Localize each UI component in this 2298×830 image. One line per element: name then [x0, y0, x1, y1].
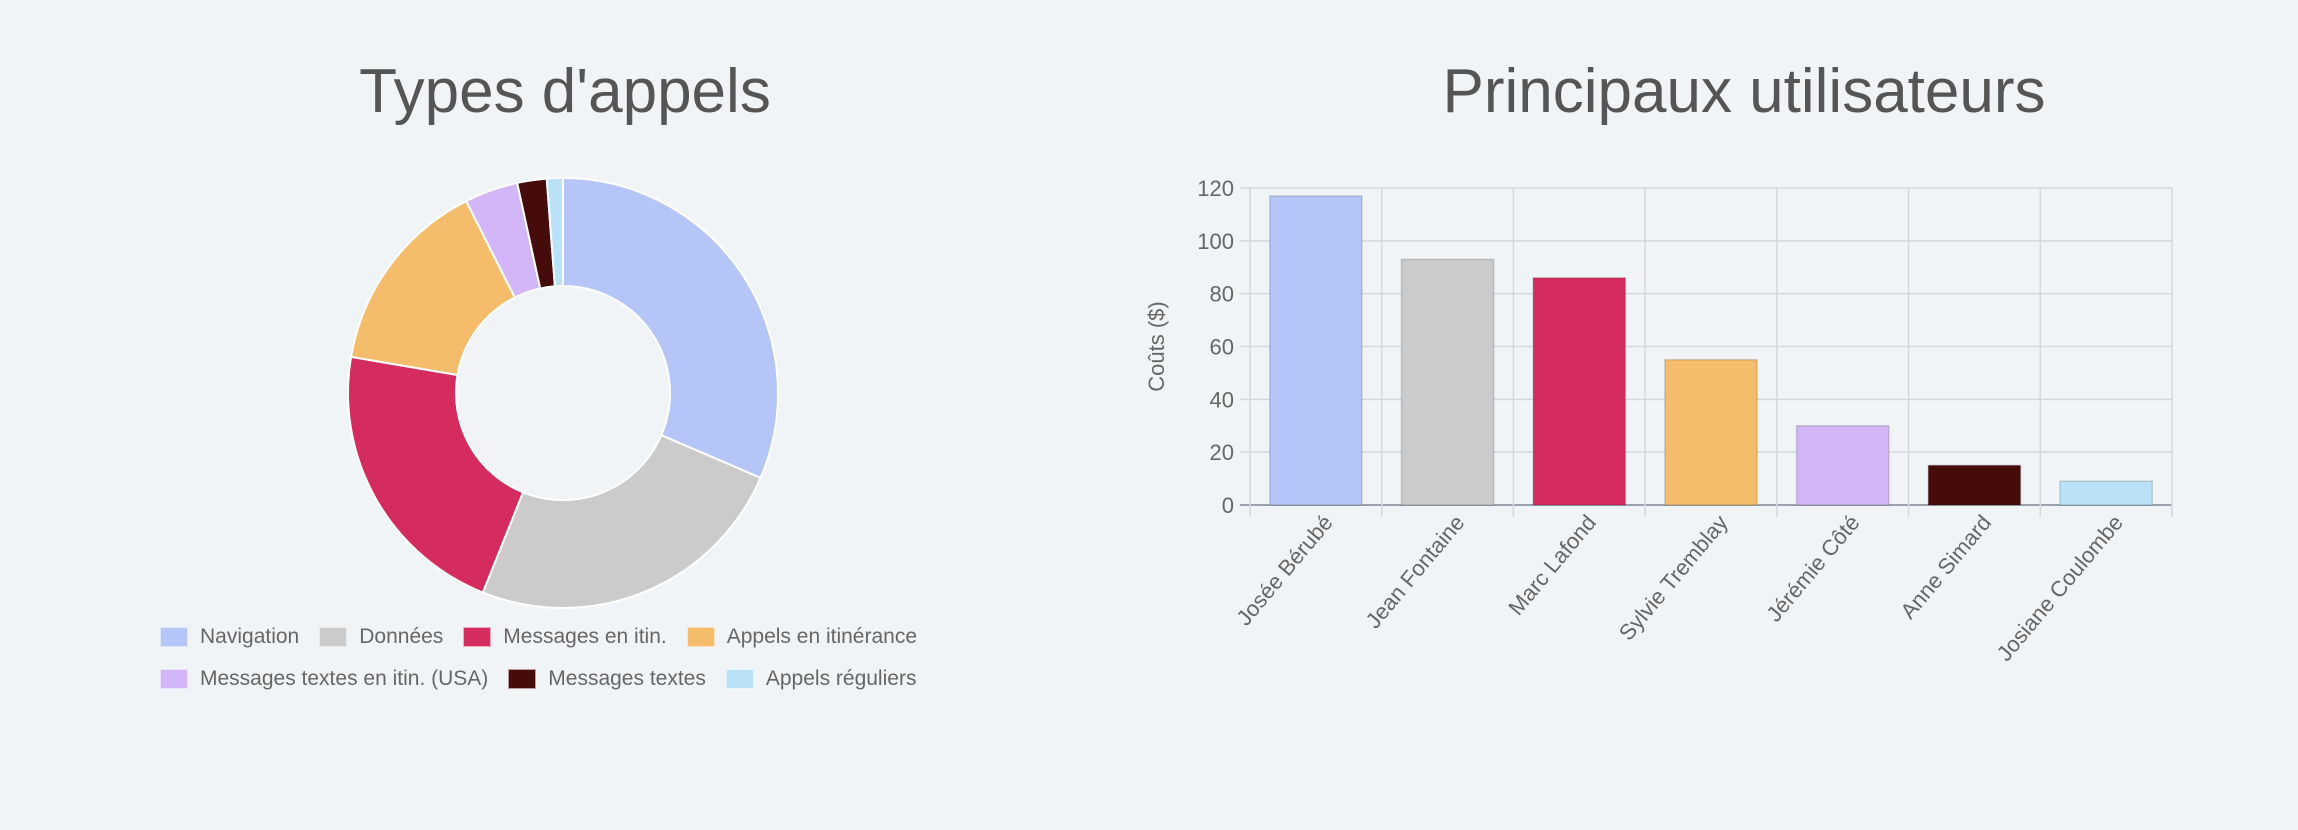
x-category-label: Jérémie Côté — [1761, 510, 1864, 626]
y-tick-label: 0 — [1222, 493, 1234, 518]
donut-chart — [347, 176, 779, 609]
bar-chart: 0 20 40 60 80 100 120 Josée Bérubé Jean Fontaine… — [1144, 176, 2173, 666]
bar-4[interactable] — [1664, 358, 1758, 506]
x-category-label: Josée Bérubé — [1231, 510, 1337, 630]
x-category-label: Jean Fontaine — [1361, 510, 1470, 633]
bar-5[interactable] — [1795, 425, 1890, 506]
bar-6[interactable] — [1927, 464, 2022, 506]
donut-slice-7[interactable] — [545, 176, 564, 288]
bar-2[interactable] — [1400, 258, 1495, 506]
donut-chart-title: Types d'appels — [359, 57, 771, 126]
y-tick-label: 20 — [1210, 440, 1234, 465]
x-category-label: Josiane Coulombe — [1992, 510, 2128, 666]
legend-swatch — [160, 669, 188, 689]
bar-1[interactable] — [1269, 195, 1363, 506]
legend-label: Messages textes — [548, 667, 706, 690]
x-category-label: Anne Simard — [1895, 510, 1996, 624]
legend-item[interactable]: Appels en itinérance — [686, 625, 918, 649]
legend-swatch — [463, 627, 492, 647]
legend-item[interactable]: Messages textes — [508, 667, 706, 691]
donut-slice-4[interactable] — [349, 199, 517, 377]
x-category-label: Marc Lafond — [1503, 510, 1601, 620]
legend-label: Navigation — [200, 625, 300, 648]
legend-label: Données — [359, 625, 444, 648]
donut-legend: Navigation Données Messages en itin. Appels… — [160, 625, 1020, 691]
bar-chart-title: Principaux utilisateurs — [1442, 57, 2046, 126]
y-axis-title: Coûts ($) — [1144, 301, 1169, 391]
legend-label: Appels réguliers — [765, 667, 917, 690]
x-category-label: Sylvie Tremblay — [1614, 510, 1733, 645]
y-tick-label: 40 — [1210, 387, 1234, 412]
legend-item[interactable]: Messages en itin. — [463, 625, 667, 649]
y-tick-label: 60 — [1210, 335, 1234, 360]
bar-7[interactable] — [2059, 480, 2153, 506]
donut-slice-1[interactable] — [562, 176, 779, 480]
legend-item[interactable]: Données — [319, 625, 443, 649]
legend-label: Messages en itin. — [503, 625, 667, 648]
legend-item[interactable]: Appels réguliers — [725, 667, 917, 691]
legend-swatch — [686, 627, 715, 647]
bar-3[interactable] — [1532, 277, 1627, 506]
legend-swatch — [725, 669, 754, 689]
legend-item[interactable]: Navigation — [160, 625, 299, 649]
legend-label: Messages textes en itin. (USA) — [200, 667, 489, 690]
top-users-panel: Principaux utilisateurs 0 20 40 60 80 100 120 J… — [1130, 0, 2298, 830]
legend-swatch — [319, 627, 348, 647]
legend-swatch — [508, 669, 537, 689]
call-types-panel: Types d'appels Navigation Données Messages… — [0, 0, 1130, 830]
legend-label: Appels en itinérance — [726, 625, 918, 648]
donut-slice-3[interactable] — [347, 355, 525, 594]
y-tick-label: 80 — [1210, 282, 1234, 307]
y-tick-label: 120 — [1197, 176, 1234, 201]
y-tick-label: 100 — [1197, 229, 1234, 254]
legend-swatch — [160, 627, 188, 647]
legend-item[interactable]: Messages textes en itin. (USA) — [160, 667, 488, 691]
donut-slice-2[interactable] — [481, 433, 762, 609]
